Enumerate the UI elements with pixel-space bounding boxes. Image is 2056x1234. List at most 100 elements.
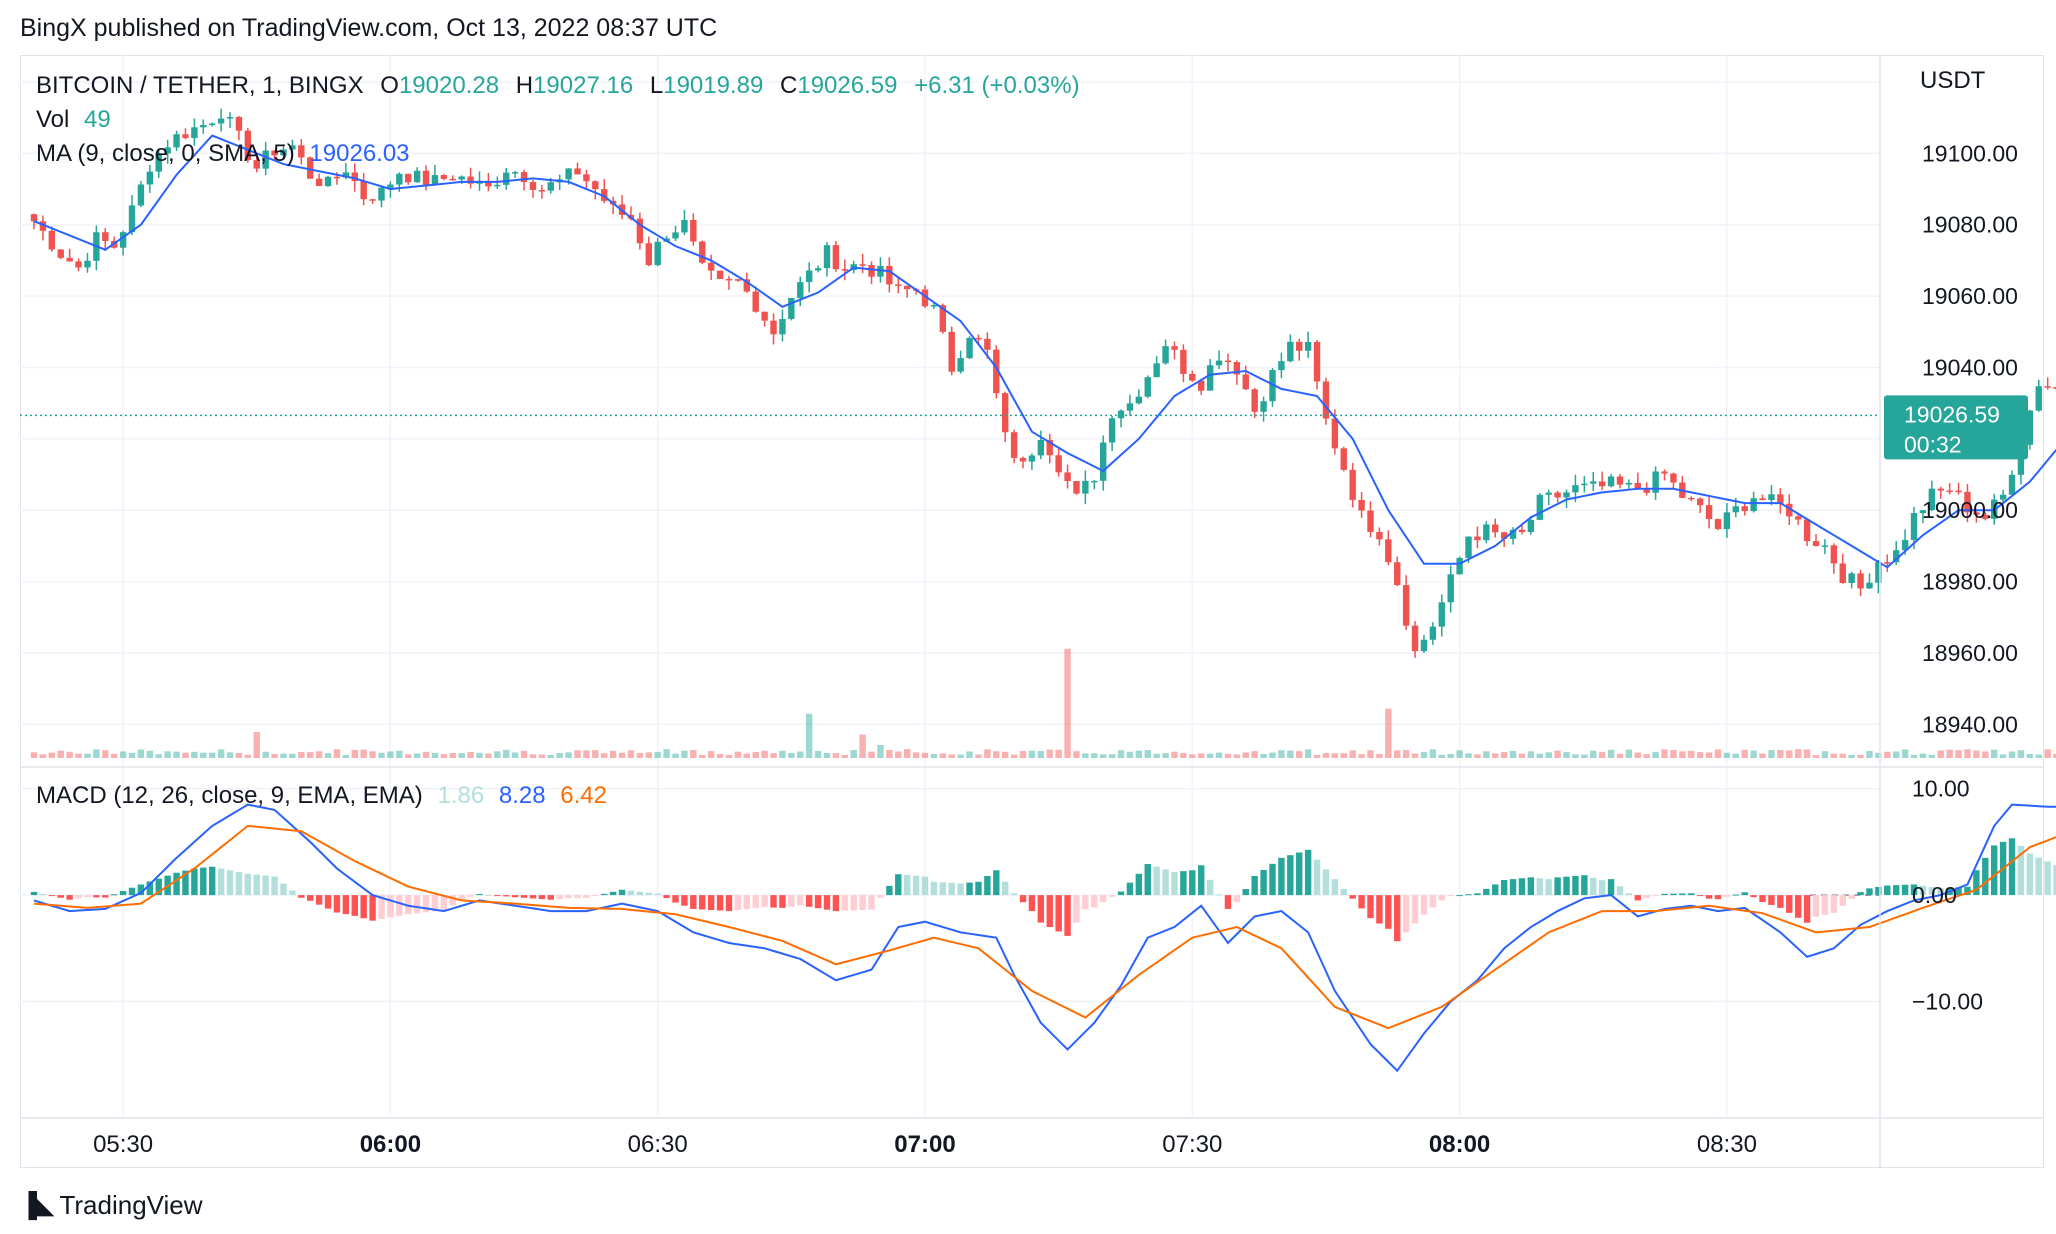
macd-histogram-bar [1607,879,1615,896]
macd-histogram-bar [1563,876,1570,896]
macd-histogram-bar [993,870,1000,896]
volume-bar [1492,753,1499,758]
bar-countdown-label: 00:32 [1904,431,1962,457]
candle-body [378,187,385,201]
volume-bar [244,754,252,758]
macd-histogram-bar [645,892,652,896]
macd-histogram-bar [895,874,902,896]
candle-body [1198,380,1205,391]
candle-body [1803,519,1811,542]
volume-bar [369,751,376,758]
volume-bar [921,752,929,758]
volume-bar [1607,749,1615,758]
macd-histogram-bar [1741,892,1748,896]
volume-bar [307,752,314,758]
volume-bar [413,753,421,758]
macd-histogram-bar [1705,895,1713,899]
volume-bar [761,750,768,758]
candle-body [244,130,252,161]
macd-histogram-bar [903,875,911,896]
macd-histogram-bar [1144,864,1151,896]
candle-body [1830,545,1838,564]
volume-bar [1474,754,1481,758]
macd-histogram-bar [1126,882,1134,896]
volume-bar [1402,750,1410,758]
volume-bar [2044,749,2051,758]
macd-histogram-bar [1189,870,1196,896]
volume-legend: Vol 49 [36,106,111,134]
volume-bar [1982,751,1989,758]
macd-histogram-bar [253,874,260,896]
time-tick-label: 05:30 [93,1131,153,1158]
candle-body [1358,499,1365,511]
macd-histogram-bar [66,895,73,900]
candle-body [957,358,964,372]
volume-bar [1901,749,1909,758]
macd-histogram-bar [307,895,314,901]
candle-body [761,311,768,321]
macd-histogram-bar [1064,895,1071,936]
volume-bar [209,752,216,758]
macd-histogram-bar [1973,870,1980,896]
volume-bar [1866,750,1873,758]
volume-bar [725,754,733,758]
macd-histogram-bar [503,895,510,897]
candle-body [209,123,216,126]
footer[interactable]: ▐◣ TradingView [20,1190,203,1221]
candle-body [1875,562,1882,583]
candle-body [431,175,439,185]
volume-bar [1108,754,1116,758]
macd-histogram-bar [939,882,947,896]
candle-body [235,116,243,131]
macd-histogram-bar [1251,875,1258,896]
volume-bar [226,752,234,758]
candle-body [1964,491,1971,513]
volume-bar [841,754,849,758]
volume-bar [1928,754,1936,758]
macd-histogram-bar [1224,895,1232,909]
macd-histogram-bar [627,890,635,896]
volume-bar [1554,750,1561,758]
macd-histogram-bar [529,895,537,899]
candle-body [645,243,652,266]
volume-bar [280,753,287,758]
volume-bar [975,754,982,758]
macd-histogram-bar [814,895,822,909]
candle-body [1278,361,1285,371]
candle-body [1456,557,1463,575]
volume-bar [1572,754,1579,758]
candle-body [182,134,189,139]
volume-bar [1590,750,1597,758]
macd-histogram-bar [1661,893,1668,896]
volume-bar [939,753,947,758]
candle-body [1509,529,1517,539]
candle-body [948,331,955,372]
volume-bar [1509,750,1517,758]
open-label: O [380,72,399,99]
volume-bar [1848,754,1855,758]
macd-histogram-bar [1643,895,1650,898]
candle-body [1794,516,1802,520]
volume-bar [797,751,804,758]
macd-histogram-bar [752,895,759,909]
candle-body [2017,444,2025,475]
candle-body [779,319,786,335]
candle-body [1581,483,1588,486]
macd-histogram-bar [1590,877,1597,896]
candle-body [654,241,661,266]
candle-body [699,241,706,263]
candle-body [547,182,554,191]
macd-histogram-bar [1358,895,1365,909]
volume-bar [1875,752,1882,758]
volume-bar [93,749,100,758]
volume-bar [271,754,278,758]
macd-histogram-bar [592,895,599,897]
candle-body [814,268,822,271]
volume-bar [1714,749,1722,758]
macd-histogram-bar [1670,893,1677,896]
volume-bar [1411,753,1419,758]
macd-histogram-bar [761,895,768,908]
volume-bar [1287,750,1294,758]
macd-histogram-bar [636,891,644,896]
